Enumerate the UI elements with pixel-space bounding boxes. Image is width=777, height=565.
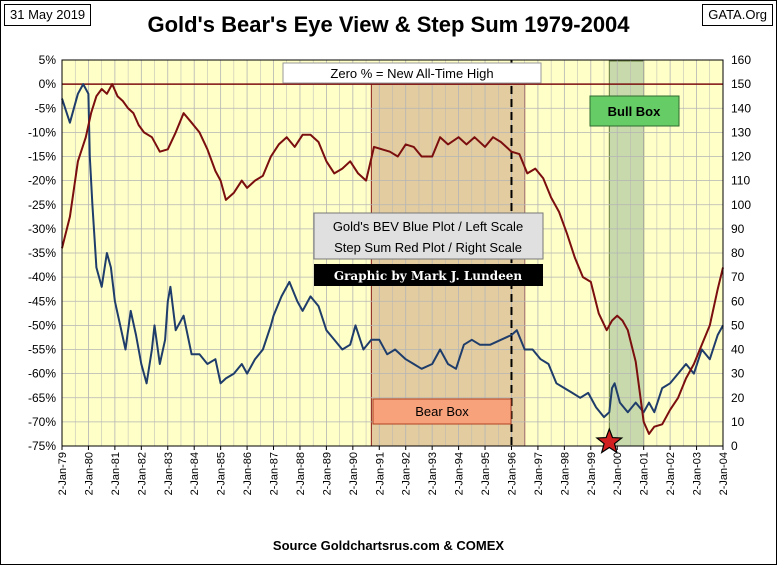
bull-box-label-bg (589, 95, 680, 127)
x-axis-tick-label: 2-Jan-88 (295, 452, 307, 495)
bull-box-label: Bull Box (608, 104, 661, 119)
right-axis-tick-label: 50 (731, 318, 745, 332)
right-axis-tick-label: 10 (731, 415, 745, 429)
x-axis-tick-label: 2-Jan-89 (321, 452, 333, 495)
legend-box (313, 212, 544, 260)
star-marker (595, 427, 624, 454)
left-axis-tick-label: -20% (28, 174, 56, 188)
x-axis-tick-label: 2-Jan-82 (136, 452, 148, 495)
x-axis-tick-label: 2-Jan-92 (401, 452, 413, 495)
x-axis-tick-label: 2-Jan-85 (216, 452, 228, 495)
x-axis-tick-label: 2-Jan-96 (506, 452, 518, 495)
x-axis-tick-label: 2-Jan-99 (586, 452, 598, 495)
left-axis-tick-label: -55% (28, 343, 56, 357)
site-label: GATA.Org (702, 4, 773, 26)
left-axis-tick-label: -65% (28, 391, 56, 405)
legend-line-1: Gold's BEV Blue Plot / Left Scale (333, 219, 523, 234)
left-axis-tick-label: -30% (28, 222, 56, 236)
x-axis-tick-label: 2-Jan-81 (110, 452, 122, 495)
x-axis-tick-label: 2-Jan-98 (559, 452, 571, 495)
bear-box-label: Bear Box (415, 404, 469, 419)
x-axis-tick-label: 2-Jan-90 (348, 452, 360, 495)
source-label: Source Goldchartsrus.com & COMEX (272, 538, 505, 553)
right-axis-tick-label: 40 (731, 343, 745, 357)
left-axis-tick-label: -75% (28, 439, 56, 453)
x-axis-tick-label: 2-Jan-94 (454, 452, 466, 495)
right-axis-tick-label: 120 (731, 150, 751, 164)
right-axis-tick-label: 80 (731, 246, 745, 260)
x-axis-tick-label: 2-Jan-80 (83, 452, 95, 495)
x-axis-tick-label: 2-Jan-91 (374, 452, 386, 495)
x-axis-tick-label: 2-Jan-95 (480, 452, 492, 495)
right-axis-tick-label: 30 (731, 367, 745, 381)
x-axis-tick-label: 2-Jan-93 (427, 452, 439, 495)
credit-box (314, 264, 543, 286)
right-axis-tick-label: 110 (731, 174, 750, 188)
x-axis-tick-label: 2-Jan-02 (665, 452, 677, 495)
zero-note-box (282, 62, 542, 84)
bear-box-label-bg (372, 398, 512, 425)
series-line-bev (61, 83, 724, 419)
legend-line-2: Step Sum Red Plot / Right Scale (334, 240, 522, 255)
right-axis-tick-label: 100 (731, 198, 751, 212)
right-axis-tick-label: 130 (731, 125, 751, 139)
left-axis-tick-label: -40% (28, 270, 56, 284)
left-axis-tick-label: -60% (28, 367, 56, 381)
left-axis-tick-label: 5% (39, 53, 57, 67)
right-axis-tick-label: 60 (731, 294, 745, 308)
x-axis-tick-label: 2-Jan-03 (692, 452, 704, 495)
x-axis-tick-label: 2-Jan-87 (269, 452, 281, 495)
left-axis-tick-label: -50% (28, 318, 56, 332)
x-axis-tick-label: 2-Jan-79 (57, 452, 69, 495)
right-axis-tick-label: 70 (731, 270, 745, 284)
plot-border (61, 59, 724, 447)
right-axis-tick-label: 20 (731, 391, 745, 405)
credit-text: Graphic by Mark J. Lundeen (334, 269, 523, 283)
zero-note-text: Zero % = New All-Time High (330, 66, 493, 81)
right-axis-tick-label: 90 (731, 222, 745, 236)
left-axis-tick-label: -45% (28, 294, 56, 308)
x-axis-tick-label: 2-Jan-04 (718, 452, 730, 495)
date-label: 31 May 2019 (4, 4, 92, 26)
left-axis-tick-label: -70% (28, 415, 56, 429)
left-axis-tick-label: -35% (28, 246, 56, 260)
right-axis-tick-label: 150 (731, 77, 751, 91)
left-axis-tick-label: -10% (28, 125, 56, 139)
x-axis-tick-label: 2-Jan-84 (189, 452, 201, 495)
right-axis-tick-label: 0 (731, 439, 738, 453)
x-axis-tick-label: 2-Jan-01 (639, 452, 651, 495)
left-axis-tick-label: 0% (39, 77, 57, 91)
x-axis-tick-label: 2-Jan-97 (533, 452, 545, 495)
right-axis-tick-label: 140 (731, 101, 751, 115)
left-axis-tick-label: -5% (35, 101, 57, 115)
chart-title: Gold's Bear's Eye View & Step Sum 1979-2… (147, 12, 630, 37)
x-axis-tick-label: 2-Jan-86 (242, 452, 254, 495)
left-axis-tick-label: -15% (28, 150, 56, 164)
x-axis-tick-label: 2-Jan-00 (612, 452, 624, 495)
series-line-step-sum (61, 83, 724, 435)
right-axis-tick-label: 160 (731, 53, 751, 67)
x-axis-tick-label: 2-Jan-83 (163, 452, 175, 495)
left-axis-tick-label: -25% (28, 198, 56, 212)
